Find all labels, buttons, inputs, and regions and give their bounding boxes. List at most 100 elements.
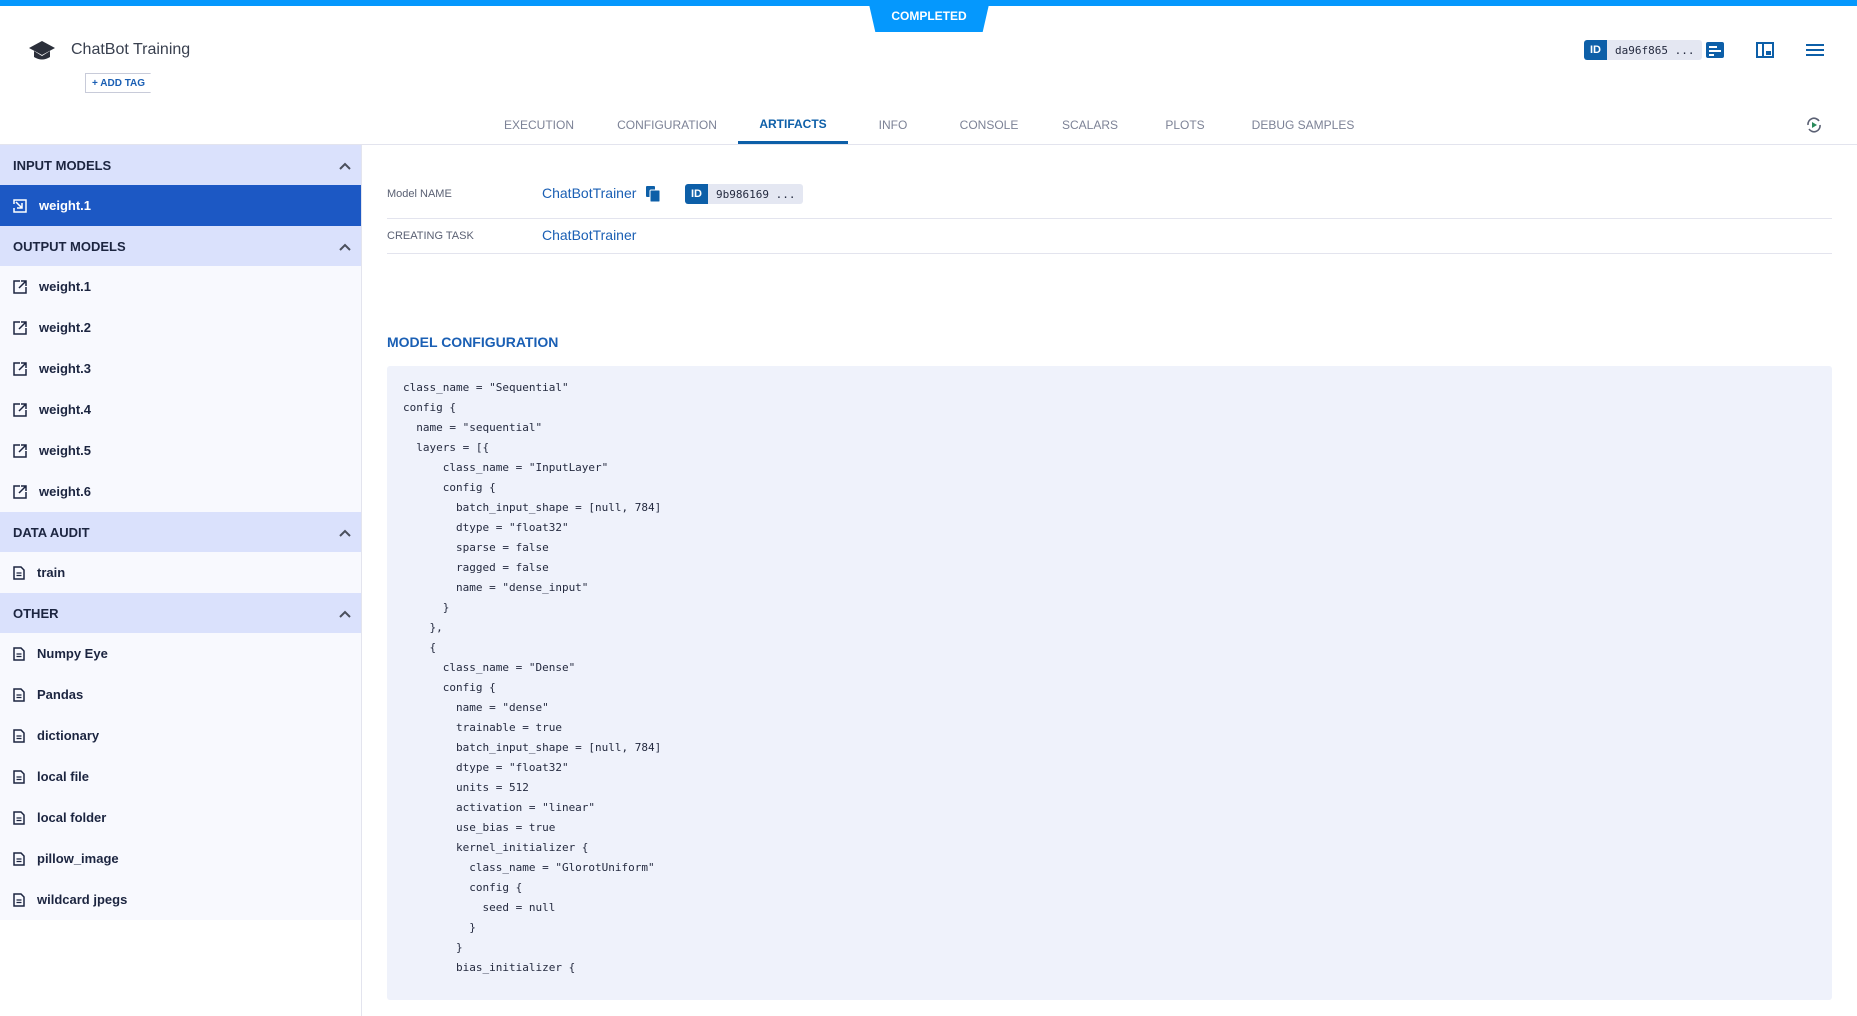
sidebar-item-label: train — [37, 565, 66, 580]
sidebar-item[interactable]: train — [0, 552, 361, 593]
code-line: class_name = "Dense" — [403, 661, 576, 674]
sidebar-item-label: weight.2 — [39, 320, 92, 335]
sidebar-item-label: local folder — [37, 810, 107, 825]
sidebar-item[interactable]: weight.1 — [0, 185, 361, 226]
tab-scalars[interactable]: SCALARS — [1061, 118, 1119, 132]
external-link-icon — [13, 402, 39, 417]
code-line: ragged = false — [403, 561, 549, 574]
graduation-cap-icon — [29, 41, 55, 60]
add-tag-button[interactable]: + ADD TAG — [85, 73, 160, 93]
chevron-up-icon[interactable] — [339, 606, 351, 621]
model-name-link[interactable]: ChatBotTrainer — [542, 185, 637, 201]
chevron-up-icon[interactable] — [339, 158, 351, 173]
model-id-value: 9b986169 ... — [708, 184, 804, 204]
document-icon — [13, 810, 37, 825]
code-line: seed = null — [403, 901, 556, 914]
input-model-icon — [13, 198, 39, 213]
sidebar-item[interactable]: weight.2 — [0, 307, 361, 348]
sidebar-item[interactable]: local file — [0, 756, 361, 797]
divider — [387, 218, 1832, 219]
model-name-label: Model NAME — [387, 188, 452, 200]
model-id-badge[interactable]: ID 9b986169 ... — [685, 184, 804, 204]
code-line: class_name = "InputLayer" — [403, 461, 609, 474]
sidebar-item-label: weight.1 — [39, 198, 92, 213]
creating-task-link[interactable]: ChatBotTrainer — [542, 227, 637, 243]
section-header-data-audit[interactable]: DATA AUDIT — [0, 512, 361, 552]
tab-configuration[interactable]: CONFIGURATION — [617, 118, 717, 132]
document-icon — [13, 892, 37, 907]
section-title: INPUT MODELS — [13, 157, 112, 173]
code-line: dtype = "float32" — [403, 761, 569, 774]
document-icon — [13, 728, 37, 743]
code-line: config { — [403, 881, 523, 894]
document-icon — [13, 687, 37, 702]
sidebar-item[interactable]: dictionary — [0, 715, 361, 756]
sidebar-item[interactable]: Pandas — [0, 674, 361, 715]
chevron-up-icon[interactable] — [339, 239, 351, 254]
task-title: ChatBot Training — [71, 41, 191, 58]
section-title: OUTPUT MODELS — [13, 238, 126, 254]
code-line: sparse = false — [403, 541, 549, 554]
sidebar-item-label: local file — [37, 769, 90, 784]
chevron-up-icon[interactable] — [339, 525, 351, 540]
sidebar-item[interactable]: weight.6 — [0, 471, 361, 512]
layout-icon[interactable] — [1754, 40, 1776, 60]
sidebar-item-label: pillow_image — [37, 851, 119, 866]
sidebar-item-label: weight.6 — [39, 484, 92, 499]
document-icon — [13, 769, 37, 784]
id-label: ID — [1584, 40, 1607, 60]
code-line: } — [403, 601, 450, 614]
tab-info[interactable]: INFO — [878, 118, 908, 132]
code-line: name = "dense" — [403, 701, 549, 714]
tab-execution[interactable]: EXECUTION — [503, 118, 575, 132]
code-line: layers = [{ — [403, 441, 490, 454]
code-line: bias_initializer { — [403, 961, 576, 974]
sidebar-item-label: weight.1 — [39, 279, 92, 294]
section-title: DATA AUDIT — [13, 524, 90, 540]
task-id-value: da96f865 ... — [1607, 40, 1703, 60]
document-icon — [13, 565, 37, 580]
sidebar-item[interactable]: Numpy Eye — [0, 633, 361, 674]
info-panel-icon[interactable] — [1704, 40, 1726, 60]
code-line: config { — [403, 481, 496, 494]
section-title: OTHER — [13, 605, 59, 621]
section-header-input-models[interactable]: INPUT MODELS — [0, 145, 361, 185]
sidebar-item-label: dictionary — [37, 728, 100, 743]
external-link-icon — [13, 320, 39, 335]
sidebar-item-label: Numpy Eye — [37, 646, 108, 661]
tab-artifacts[interactable]: ARTIFACTS — [738, 107, 848, 144]
divider — [387, 253, 1832, 254]
code-line: { — [403, 641, 437, 654]
section-header-output-models[interactable]: OUTPUT MODELS — [0, 226, 361, 266]
sidebar-item[interactable]: weight.3 — [0, 348, 361, 389]
code-line: } — [403, 941, 463, 954]
sidebar-item[interactable]: local folder — [0, 797, 361, 838]
sidebar-item[interactable]: pillow_image — [0, 838, 361, 879]
section-header-other[interactable]: OTHER — [0, 593, 361, 633]
menu-icon[interactable] — [1804, 40, 1826, 60]
model-configuration-code: class_name = "Sequential" config { name =… — [387, 366, 1832, 1000]
code-line: config { — [403, 681, 496, 694]
model-configuration-title: MODEL CONFIGURATION — [387, 334, 559, 350]
code-line: class_name = "GlorotUniform" — [403, 861, 655, 874]
sidebar-item[interactable]: weight.4 — [0, 389, 361, 430]
code-line: } — [403, 921, 476, 934]
status-badge: COMPLETED — [868, 0, 990, 32]
document-icon — [13, 851, 37, 866]
creating-task-label: CREATING TASK — [387, 230, 474, 242]
task-id-badge[interactable]: ID da96f865 ... — [1584, 40, 1703, 60]
copy-icon[interactable] — [645, 185, 661, 203]
artifacts-sidebar: INPUT MODELS weight.1 OUTPUT MODELS weigh… — [0, 145, 362, 1016]
tab-plots[interactable]: PLOTS — [1165, 118, 1205, 132]
sidebar-item-label: wildcard jpegs — [37, 892, 128, 907]
code-line: activation = "linear" — [403, 801, 596, 814]
refresh-icon[interactable] — [1804, 115, 1824, 135]
tab-debug-samples[interactable]: DEBUG SAMPLES — [1251, 118, 1355, 132]
code-line: config { — [403, 401, 456, 414]
sidebar-item[interactable]: weight.5 — [0, 430, 361, 471]
tab-console[interactable]: CONSOLE — [959, 118, 1019, 132]
sidebar-item[interactable]: weight.1 — [0, 266, 361, 307]
sidebar-item-label: weight.5 — [39, 443, 92, 458]
external-link-icon — [13, 484, 39, 499]
sidebar-item[interactable]: wildcard jpegs — [0, 879, 361, 920]
